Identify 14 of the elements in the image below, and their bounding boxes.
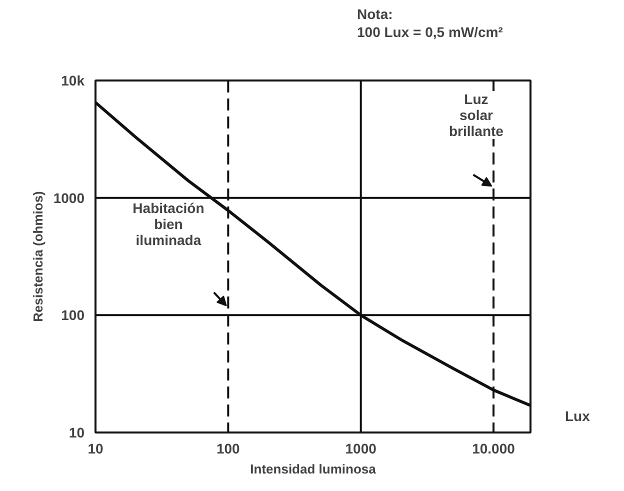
- x-tick-label: 100: [216, 440, 240, 456]
- ref-line-label: Luz solar brillante: [449, 91, 504, 140]
- x-axis-title: Intensidad luminosa: [250, 462, 377, 476]
- text: Lux: [565, 407, 590, 426]
- x-tick-label: 10: [88, 440, 104, 456]
- y-tick-label: 1000: [53, 190, 85, 206]
- ref-line-label: Habitación bien iluminada: [132, 200, 204, 248]
- y-tick-label: 100: [61, 307, 85, 324]
- y-tick-label: 10: [68, 424, 85, 440]
- y-tick-label: 10k: [61, 72, 85, 88]
- x-tick-label: 10.000: [472, 440, 516, 456]
- text: Nota: 100 Lux = 0,5 mW/cm²: [357, 5, 503, 42]
- y-axis-title: Resistencia (ohmios): [30, 191, 46, 322]
- x-tick-label: 1000: [345, 440, 377, 456]
